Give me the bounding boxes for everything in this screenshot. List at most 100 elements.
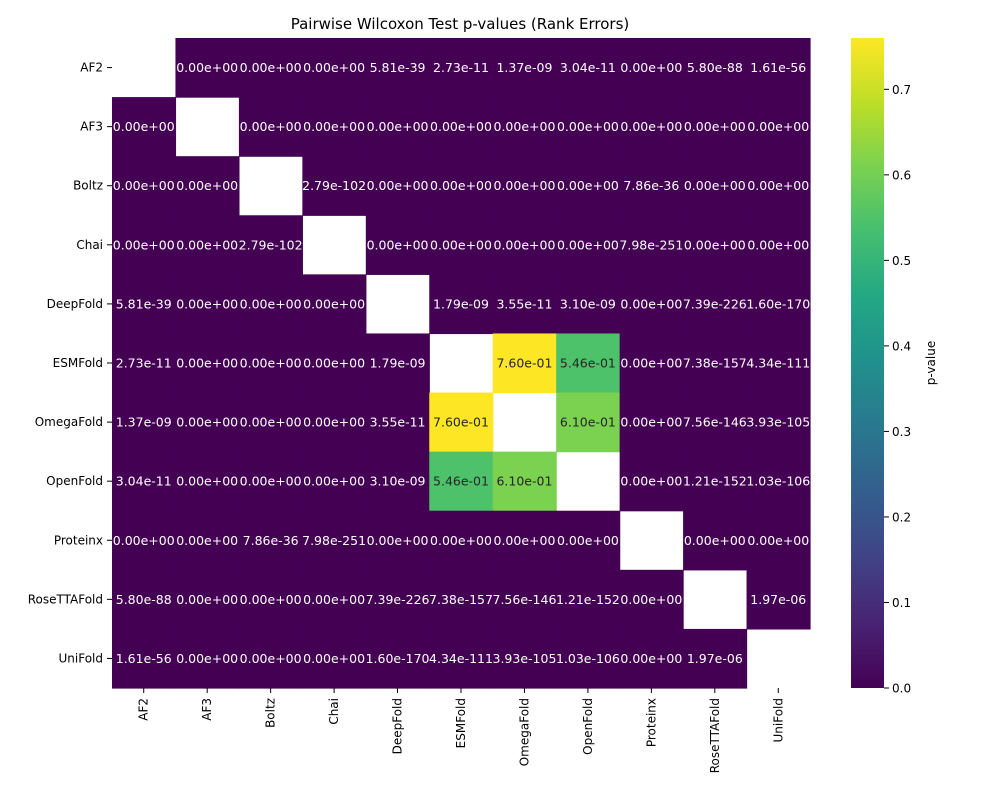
cell-annotation: 0.00e+00 [113,119,175,134]
y-axis: AF2 AF3 Boltz Chai DeepFold ESMFold OmegaFold O… [28,61,112,665]
heatmap-cell [365,215,430,275]
heatmap-cell [365,628,430,689]
heatmap-cell [746,274,811,335]
chart-title: Pairwise Wilcoxon Test p-values (Rank Er… [291,15,630,33]
cell-annotation: 5.46e-01 [433,474,489,489]
cell-annotation: 0.00e+00 [176,296,238,311]
heatmap-cell [429,38,494,98]
cell-annotation: 0.00e+00 [240,415,302,430]
colorbar-tick-label: 0.2 [892,510,911,524]
cell-annotation: 2.73e-11 [116,356,172,371]
cell-annotation: 0.00e+00 [557,119,619,134]
cell-annotation: 0.00e+00 [620,60,682,75]
heatmap-cell [683,510,748,571]
heatmap-cell [619,569,684,630]
heatmap-cell [238,97,303,157]
cell-annotation: 1.37e-09 [116,415,172,430]
x-tick-label: UniFold [771,698,785,743]
cell-annotation: 0.00e+00 [620,356,682,371]
cell-annotation: 1.60e-170 [366,651,430,666]
cell-annotation: 7.60e-01 [496,356,552,371]
cell-annotation: 0.00e+00 [176,356,238,371]
cell-annotation: 3.55e-11 [496,296,552,311]
heatmap-cell [683,215,748,275]
heatmap-cell [683,451,748,512]
cell-annotation: 0.00e+00 [430,533,492,548]
y-tick-label: UniFold [59,651,104,665]
heatmap-cell [175,510,240,571]
cell-annotation: 0.00e+00 [367,119,429,134]
colorbar-label: p-value [924,341,938,385]
heatmap-cell [556,628,621,689]
heatmap-cell [365,38,430,98]
heatmap-cell [429,274,494,335]
cell-annotation: 1.97e-06 [687,651,743,666]
heatmap-cell [175,451,240,512]
colorbar-tick-label: 0.6 [892,168,911,182]
heatmap-cell [302,510,367,571]
cell-annotation: 0.00e+00 [303,296,365,311]
heatmap-cell [556,38,621,98]
cell-annotation: 0.00e+00 [620,474,682,489]
x-tick-label: Chai [327,698,341,725]
heatmap-cell [365,569,430,630]
y-tick-label: Boltz [73,179,103,193]
cell-annotation: 0.00e+00 [747,237,809,252]
heatmap-cell [238,215,303,275]
y-tick-label: DeepFold [47,297,103,311]
x-tick-label: DeepFold [391,698,405,754]
heatmap-cell [112,215,177,275]
heatmap-cell [556,392,621,453]
cell-annotation: 1.61e-56 [116,651,172,666]
heatmap-cell [302,451,367,512]
heatmap-cell [746,156,811,216]
cell-annotation: 0.00e+00 [684,533,746,548]
heatmap-cell [683,156,748,216]
heatmap-cell [302,628,367,689]
cell-annotation: 0.00e+00 [176,60,238,75]
cell-annotation: 5.46e-01 [560,356,616,371]
heatmap-cell [492,274,557,335]
cell-annotation: 0.00e+00 [113,178,175,193]
heatmap-cell [112,510,177,571]
heatmap-cell [556,333,621,394]
cell-annotation: 3.10e-09 [370,474,426,489]
cell-annotation: 7.98e-251 [619,237,683,252]
cell-annotation: 0.00e+00 [620,592,682,607]
cell-annotation: 0.00e+00 [240,296,302,311]
colorbar-tick-label: 0.0 [892,682,911,696]
heatmap-cell [556,569,621,630]
cell-annotation: 1.79e-09 [370,356,426,371]
cell-annotation: 0.00e+00 [240,60,302,75]
cell-annotation: 0.00e+00 [494,178,556,193]
heatmap-cell [365,510,430,571]
cell-annotation: 0.00e+00 [747,178,809,193]
y-tick-label: Chai [76,238,103,252]
heatmap-cell [619,274,684,335]
heatmap-cell [175,333,240,394]
cell-annotation: 0.00e+00 [240,356,302,371]
heatmap-cell [492,97,557,157]
cell-annotation: 0.00e+00 [176,592,238,607]
heatmap-cell [238,451,303,512]
heatmap-cell [365,333,430,394]
heatmap-cell [683,333,748,394]
heatmap-cell [238,510,303,571]
heatmap-cell [429,510,494,571]
cell-annotation: 0.00e+00 [240,474,302,489]
x-tick-label: AF3 [200,698,214,721]
heatmap-cell [175,274,240,335]
heatmap-cell [492,510,557,571]
cell-annotation: 0.00e+00 [176,651,238,666]
heatmap-cell [683,274,748,335]
heatmap-cell [112,274,177,335]
cell-annotation: 1.21e-152 [683,474,747,489]
heatmap-cell [112,97,177,157]
x-tick-label: RoseTTAFold [708,698,722,773]
heatmap-cell [746,97,811,157]
heatmap-cell [619,215,684,275]
cell-annotation: 3.55e-11 [370,415,426,430]
heatmap-cell [556,274,621,335]
colorbar-tick-label: 0.7 [892,83,911,97]
heatmap-cell [112,392,177,453]
